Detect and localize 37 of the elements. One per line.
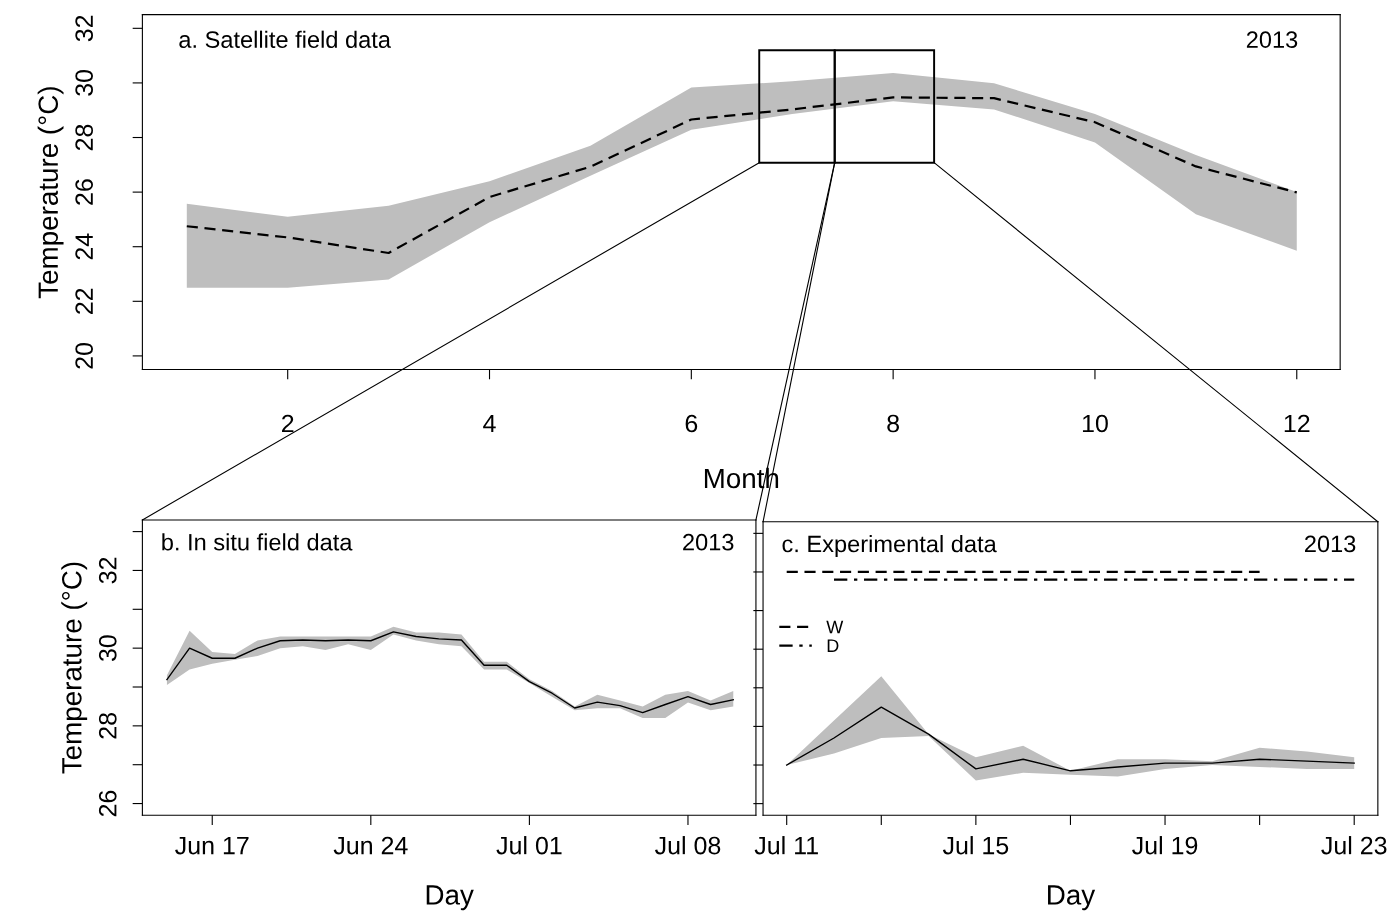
text: a. Satellite field data [179,30,391,48]
y-tick-label: 26 [75,179,94,205]
x-tick-label: Jun 17 [175,836,249,855]
x-tick-label: Jun 24 [333,836,408,855]
y-tick-label: 28 [75,124,94,151]
x-tick-label: 8 [887,414,900,433]
y-tick-label: 30 [98,635,117,662]
x-tick-label: Jul 11 [754,836,818,855]
text: c. Experimental data [782,534,997,557]
x-tick-label: Jul 23 [1321,836,1387,855]
y-tick-label: 32 [75,15,94,42]
y-tick-label: 28 [98,713,117,739]
x-tick-label: 10 [1082,414,1108,433]
x-tick-label: Jul 08 [655,836,721,855]
y-axis-title: Temperature (°C) [61,562,88,774]
x-tick-label: 6 [685,414,698,433]
y-tick-label: 24 [75,233,93,260]
x-axis-title: Day [1048,885,1096,911]
y-tick-label: 32 [98,557,117,584]
annotation: 2013 [1246,31,1298,48]
legend-label: D [827,639,839,652]
y-axis-title: Temperature (°C) [37,87,64,299]
chart-title: b. In situ field data [162,533,353,551]
y-tick-label: 26 [98,790,117,817]
x-tick-label: 12 [1284,414,1310,433]
x-tick-label: 2 [282,414,294,433]
x-tick-label: 4 [483,414,496,433]
x-tick-label: Jul 01 [496,836,562,855]
x-tick-label: Jul 15 [942,836,1009,855]
x-axis-title: Day [426,885,474,911]
annotation: 2013 [683,533,734,551]
y-tick-label: 30 [75,69,94,96]
x-tick-label: Jul 19 [1132,836,1198,855]
legend-label: W [826,620,844,634]
y-tick-label: 20 [75,342,94,369]
y-tick-label: 22 [75,288,93,314]
annotation: 2013 [1305,535,1356,553]
